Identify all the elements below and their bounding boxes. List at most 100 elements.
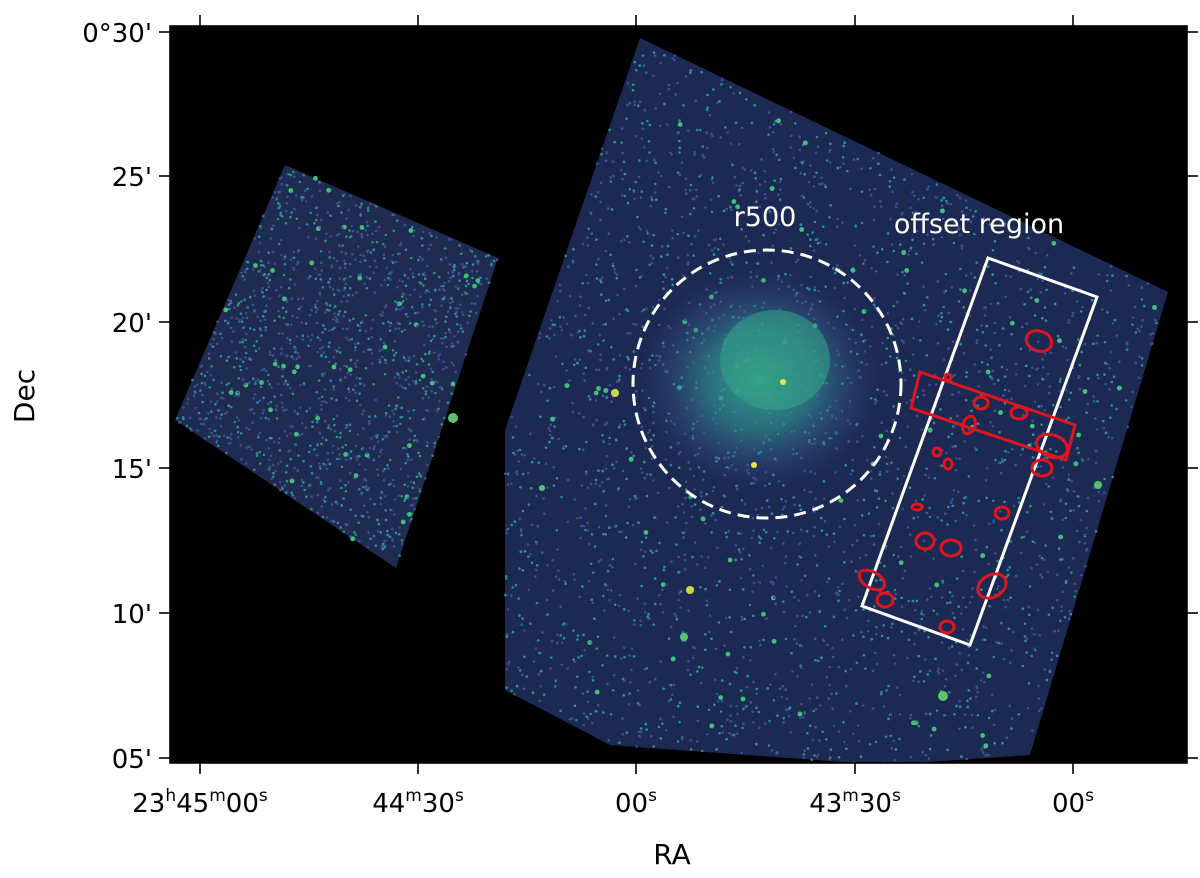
photon-count	[937, 667, 940, 671]
photon-count	[754, 692, 758, 696]
photon-count	[1024, 364, 1028, 368]
photon-count	[1077, 451, 1080, 455]
photon-count	[837, 755, 841, 759]
photon-count	[420, 373, 426, 379]
photon-count	[943, 714, 946, 717]
photon-count	[707, 556, 710, 559]
photon-count	[308, 275, 312, 278]
photon-count	[631, 523, 635, 527]
photon-count	[431, 454, 434, 458]
photon-count	[697, 229, 700, 232]
photon-count	[799, 508, 803, 512]
photon-count	[681, 274, 685, 277]
photon-count	[1004, 274, 1008, 278]
photon-count	[298, 434, 301, 437]
photon-count	[967, 428, 971, 432]
photon-count	[429, 380, 435, 386]
photon-count	[461, 311, 464, 314]
photon-count	[844, 464, 847, 467]
photon-count	[617, 487, 620, 490]
photon-count	[639, 727, 643, 730]
photon-count	[309, 338, 313, 342]
photon-count	[908, 486, 912, 490]
photon-count	[604, 159, 608, 162]
photon-count	[538, 651, 541, 655]
photon-count	[823, 624, 827, 628]
photon-count	[634, 180, 637, 184]
photon-count	[362, 504, 366, 508]
photon-count	[704, 633, 707, 636]
photon-count	[645, 229, 649, 233]
photon-count	[639, 624, 643, 627]
photon-count	[961, 628, 965, 631]
photon-count	[406, 475, 410, 478]
photon-count	[370, 327, 373, 330]
photon-count	[404, 359, 408, 362]
photon-count	[675, 618, 679, 621]
photon-count	[348, 471, 352, 475]
photon-count	[711, 489, 715, 493]
photon-count	[946, 202, 949, 205]
photon-count	[1067, 478, 1070, 482]
photon-count	[433, 271, 436, 275]
photon-count	[1067, 617, 1071, 621]
photon-count	[757, 535, 761, 538]
photon-count	[718, 695, 724, 700]
photon-count	[1066, 358, 1069, 362]
photon-count	[623, 238, 626, 242]
photon-count	[638, 64, 642, 67]
photon-count	[441, 284, 445, 288]
photon-count	[734, 121, 738, 125]
photon-count	[441, 368, 445, 371]
photon-count	[393, 340, 397, 343]
photon-count	[564, 444, 568, 448]
photon-count	[728, 616, 731, 619]
photon-count	[641, 122, 644, 125]
photon-count	[1077, 338, 1080, 342]
photon-count	[301, 422, 304, 425]
photon-count	[751, 590, 754, 593]
photon-count	[923, 549, 927, 553]
photon-count	[589, 482, 593, 486]
photon-count	[578, 447, 581, 451]
photon-count	[537, 673, 541, 676]
photon-count	[330, 265, 334, 269]
photon-count	[520, 533, 523, 537]
photon-count	[1110, 380, 1114, 384]
photon-count	[242, 360, 245, 364]
photon-count	[282, 316, 286, 320]
photon-count	[1075, 529, 1079, 533]
photon-count	[256, 401, 259, 404]
photon-count	[449, 238, 453, 241]
photon-count	[1095, 341, 1099, 345]
photon-count	[890, 327, 893, 330]
photon-count	[318, 291, 322, 295]
photon-count	[343, 452, 348, 457]
photon-count	[537, 336, 541, 340]
photon-count	[992, 225, 995, 228]
photon-count	[799, 172, 803, 175]
photon-count	[825, 159, 829, 162]
photon-count	[906, 425, 909, 429]
photon-count	[517, 460, 520, 463]
photon-count	[912, 194, 916, 197]
photon-count	[652, 479, 655, 482]
photon-count	[639, 730, 643, 734]
photon-count	[364, 229, 368, 232]
photon-count	[667, 637, 671, 640]
photon-count	[892, 304, 895, 308]
photon-count	[866, 459, 869, 462]
photon-count	[657, 171, 660, 174]
photon-count	[691, 555, 694, 559]
photon-count	[387, 430, 391, 434]
photon-count	[600, 276, 604, 280]
photon-count	[589, 712, 592, 716]
photon-count	[663, 565, 666, 569]
photon-count	[595, 277, 599, 280]
photon-count	[584, 472, 588, 476]
photon-count	[1022, 535, 1026, 539]
photon-count	[796, 614, 799, 618]
photon-count	[856, 724, 860, 727]
photon-count	[560, 495, 563, 499]
photon-count	[219, 417, 222, 420]
